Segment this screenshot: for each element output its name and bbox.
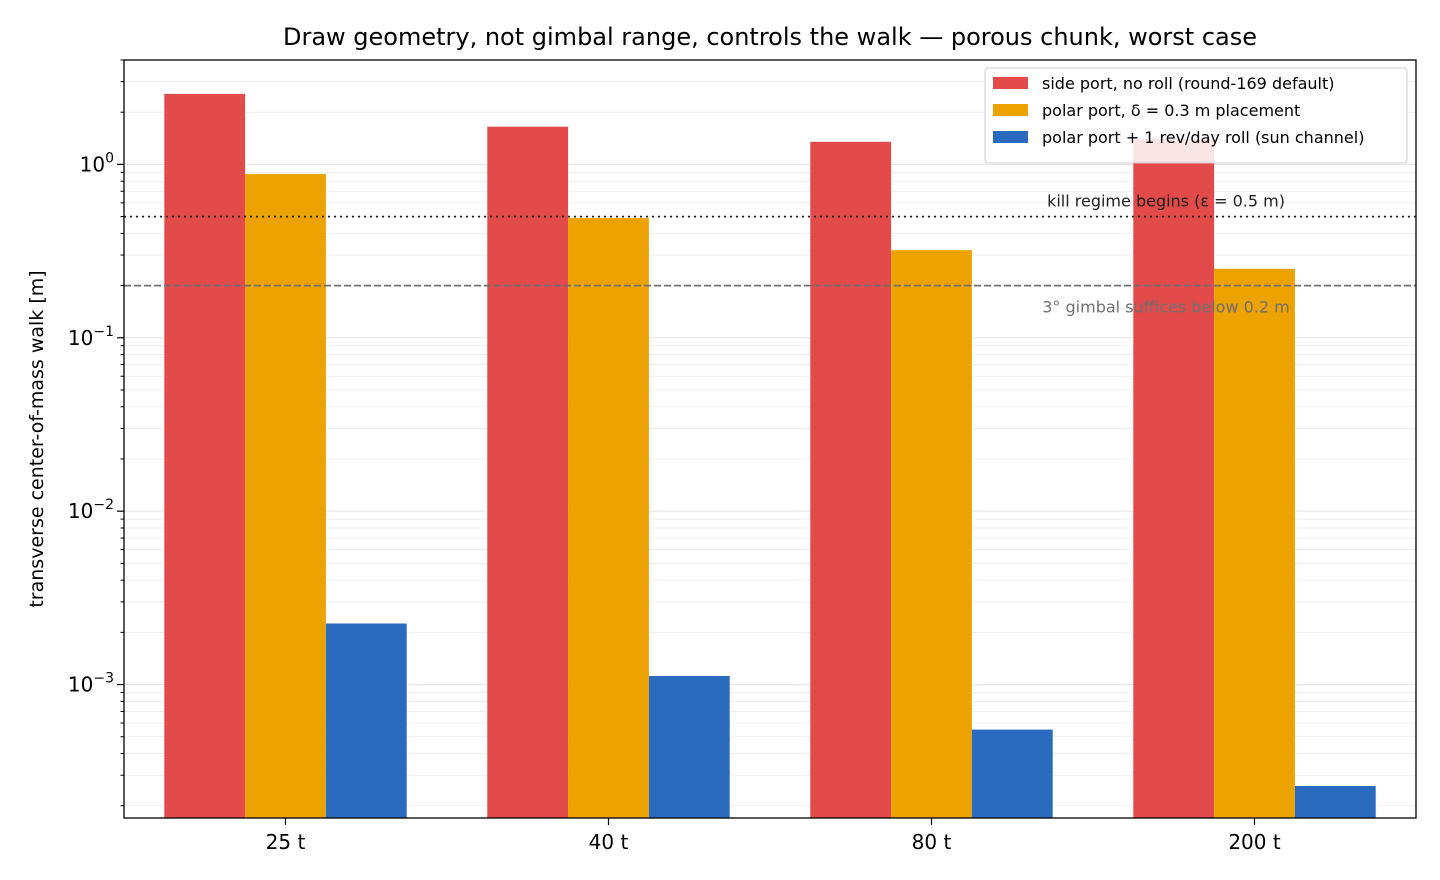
y-tick-label: 100 <box>80 150 114 176</box>
legend-entry: polar port + 1 rev/day roll (sun channel… <box>1042 128 1364 147</box>
y-tick-label: 10−3 <box>68 671 114 697</box>
bar <box>1133 139 1215 819</box>
bar <box>325 623 407 818</box>
legend-swatch <box>993 131 1028 143</box>
bar <box>891 250 972 818</box>
bar <box>568 218 649 819</box>
bar <box>971 729 1053 818</box>
legend-swatch <box>993 77 1028 89</box>
y-tick-label: 10−2 <box>68 497 114 523</box>
legend-entry: polar port, δ = 0.3 m placement <box>1042 101 1300 120</box>
legend-swatch <box>993 104 1028 116</box>
reference-lines: kill regime begins (ε = 0.5 m) 3° gimbal … <box>124 192 1416 317</box>
bar <box>245 174 326 818</box>
reference-line-label: 3° gimbal suffices below 0.2 m <box>1042 298 1289 317</box>
x-axis: 25 t 40 t 80 t 200 t <box>266 818 1281 854</box>
bar <box>1294 786 1376 818</box>
chart-title: Draw geometry, not gimbal range, control… <box>283 23 1257 51</box>
y-axis: 10−3 10−2 10−1 100 <box>68 59 124 807</box>
bar <box>487 126 569 819</box>
bar <box>164 93 246 818</box>
bar <box>810 141 892 819</box>
x-tick-label: 40 t <box>589 830 629 854</box>
bar <box>648 676 730 818</box>
legend: side port, no roll (round-169 default) po… <box>984 67 1408 164</box>
y-tick-label: 10−1 <box>68 324 114 350</box>
x-tick-label: 25 t <box>266 830 306 854</box>
y-axis-title: transverse center-of-mass walk [m] <box>26 270 48 607</box>
legend-entry: side port, no roll (round-169 default) <box>1042 74 1334 93</box>
x-tick-label: 80 t <box>912 830 952 854</box>
x-tick-label: 200 t <box>1228 830 1281 854</box>
bars <box>164 93 1376 819</box>
reference-line-label: kill regime begins (ε = 0.5 m) <box>1047 192 1285 211</box>
plot-frame <box>123 59 1417 819</box>
bar <box>1214 268 1295 818</box>
legend-frame <box>984 67 1408 164</box>
